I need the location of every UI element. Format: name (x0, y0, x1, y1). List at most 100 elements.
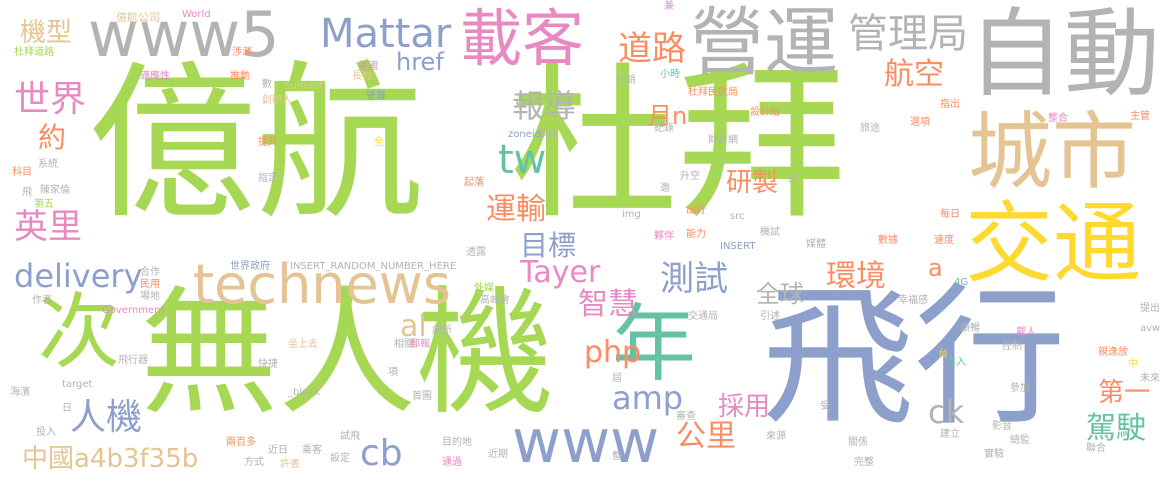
word: 報導 (512, 87, 577, 125)
word: 目的地 (442, 437, 472, 448)
word: 飛行器 (118, 355, 148, 366)
word: 乘客 (302, 445, 322, 456)
word: 試飛 (340, 431, 360, 442)
word: 創新 (432, 325, 452, 336)
word: amp (612, 379, 684, 417)
word: 涉濱 (232, 47, 252, 58)
word: Tayer (520, 255, 601, 290)
word: technews (193, 253, 452, 316)
word: 無人機 (140, 273, 555, 434)
word: 未來 (1140, 373, 1160, 384)
word: 數據 (878, 235, 898, 246)
word: 每日 (940, 209, 960, 220)
word: 許書 (280, 459, 300, 470)
word: 研製 (726, 168, 779, 198)
word: INSERT_RANDOM_NUMBER_HERE (290, 261, 457, 272)
word: php (584, 335, 642, 370)
word: 整 (612, 451, 622, 462)
word: src (730, 211, 745, 222)
word: World (182, 9, 211, 20)
word: 兼 (664, 1, 674, 12)
word: 郵報 (410, 339, 430, 350)
word: 營運 (690, 0, 838, 86)
word: 台 (938, 349, 948, 360)
word: Government (102, 305, 165, 316)
word: 機型 (20, 18, 73, 48)
word: 4G (954, 277, 969, 288)
word: 長程 (352, 71, 372, 82)
word: 透露 (466, 247, 486, 258)
word: 環境 (826, 259, 886, 294)
word: tw (498, 137, 547, 183)
word: 自動 (968, 0, 1160, 110)
word: a (928, 254, 943, 282)
word: 目標 (520, 229, 577, 262)
word: 飛行 (762, 269, 1066, 446)
word: 審查 (676, 411, 696, 422)
word: 出行 (686, 205, 706, 216)
word: 近期 (488, 449, 508, 460)
word: 適應性 (140, 71, 170, 82)
word: 兩百多 (226, 437, 256, 448)
word: 控制 (1002, 341, 1022, 352)
word: ck (928, 393, 965, 431)
word: 選項 (910, 117, 930, 128)
word: 美國 (358, 61, 378, 72)
word: 關係 (848, 437, 868, 448)
word: 順暢 (960, 323, 980, 334)
word: 智慧 (578, 287, 638, 322)
word: 財新網 (708, 135, 738, 146)
word: 駕駛 (1086, 411, 1146, 446)
word: zoneid (508, 129, 541, 140)
word: 年 (612, 295, 697, 393)
word: 交通局 (688, 311, 718, 322)
word: 建立 (940, 429, 960, 440)
word: 飛 (22, 187, 32, 198)
word: _blank (288, 387, 321, 398)
word: 能力 (686, 229, 706, 240)
word: 載人 (1016, 327, 1036, 338)
word: 指出 (940, 99, 960, 110)
word: 速度 (934, 235, 954, 246)
word: 合作 (140, 267, 160, 278)
word: 系統 (38, 159, 58, 170)
word: avw (1140, 323, 1161, 334)
word: target (62, 379, 93, 390)
word: 次 (38, 285, 121, 380)
word: 陳家倫 (40, 185, 70, 196)
word: 道路 (618, 29, 686, 69)
word: 公里 (676, 419, 736, 454)
word: 世界 (14, 79, 87, 120)
word: 投入 (36, 427, 56, 438)
word: 月n (648, 102, 688, 130)
word: 快捷 (258, 359, 278, 370)
word: href (396, 48, 444, 76)
word: 載客 (460, 2, 585, 75)
word: 推動 (230, 71, 250, 82)
word: 管理局 (848, 11, 968, 57)
word: cb (360, 433, 403, 474)
word: 第五 (34, 199, 54, 210)
word: 採用 (718, 392, 771, 422)
word: 科目 (12, 167, 32, 178)
word: 運輸 (486, 192, 546, 227)
word: 來源 (766, 431, 786, 442)
word: 幸福感 (898, 295, 928, 306)
word: 全球 (756, 280, 804, 308)
word: 屆 (612, 373, 622, 384)
word: 引述 (760, 311, 780, 322)
word: 時 (788, 175, 798, 186)
word: 影音 (992, 421, 1012, 432)
word: 杜拜道路 (14, 47, 54, 58)
word: 媒體 (806, 239, 826, 250)
word: 外媒 (474, 283, 494, 294)
word: img (622, 209, 641, 220)
word: 創辦人 (262, 95, 292, 106)
word: 主管 (1130, 111, 1150, 122)
word: 億航公司 (116, 11, 160, 24)
word: 作者 (32, 295, 52, 306)
word: 城市 (968, 103, 1137, 201)
word: 邀 (660, 183, 670, 194)
word: 完整 (854, 457, 874, 468)
